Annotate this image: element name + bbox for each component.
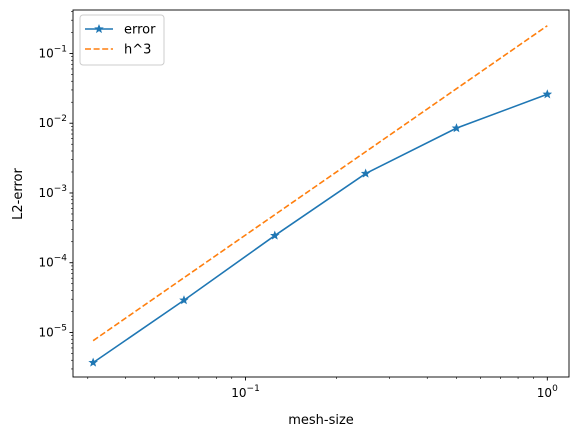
data-point xyxy=(542,89,553,99)
y-axis-label: L2-error xyxy=(11,168,26,220)
data-point xyxy=(360,168,371,178)
y-tick-label: 10−5 xyxy=(38,323,67,339)
series-error xyxy=(88,89,553,367)
data-point xyxy=(270,230,280,240)
y-tick-label: 10−4 xyxy=(38,254,67,270)
legend-item: error xyxy=(85,23,156,38)
x-axis-label: mesh-size xyxy=(288,413,354,428)
y-tick-label: 10−3 xyxy=(38,184,67,200)
plot-frame xyxy=(72,9,570,378)
series-h-cubed xyxy=(92,25,548,342)
data-point xyxy=(179,295,189,305)
x-tick-label: 10−1 xyxy=(231,384,260,400)
y-tick-label: 10−1 xyxy=(38,44,67,60)
legend-marker xyxy=(94,23,104,34)
legend-item: h^3 xyxy=(85,43,151,58)
legend-label: error xyxy=(124,23,156,38)
series-line xyxy=(92,25,548,342)
series-line xyxy=(92,93,548,364)
data-point xyxy=(88,357,98,367)
x-tick-label: 100 xyxy=(537,384,558,400)
y-tick-label: 10−2 xyxy=(38,114,67,130)
legend: error h^3 xyxy=(79,14,165,66)
legend-label: h^3 xyxy=(124,43,151,58)
data-point xyxy=(451,123,462,133)
